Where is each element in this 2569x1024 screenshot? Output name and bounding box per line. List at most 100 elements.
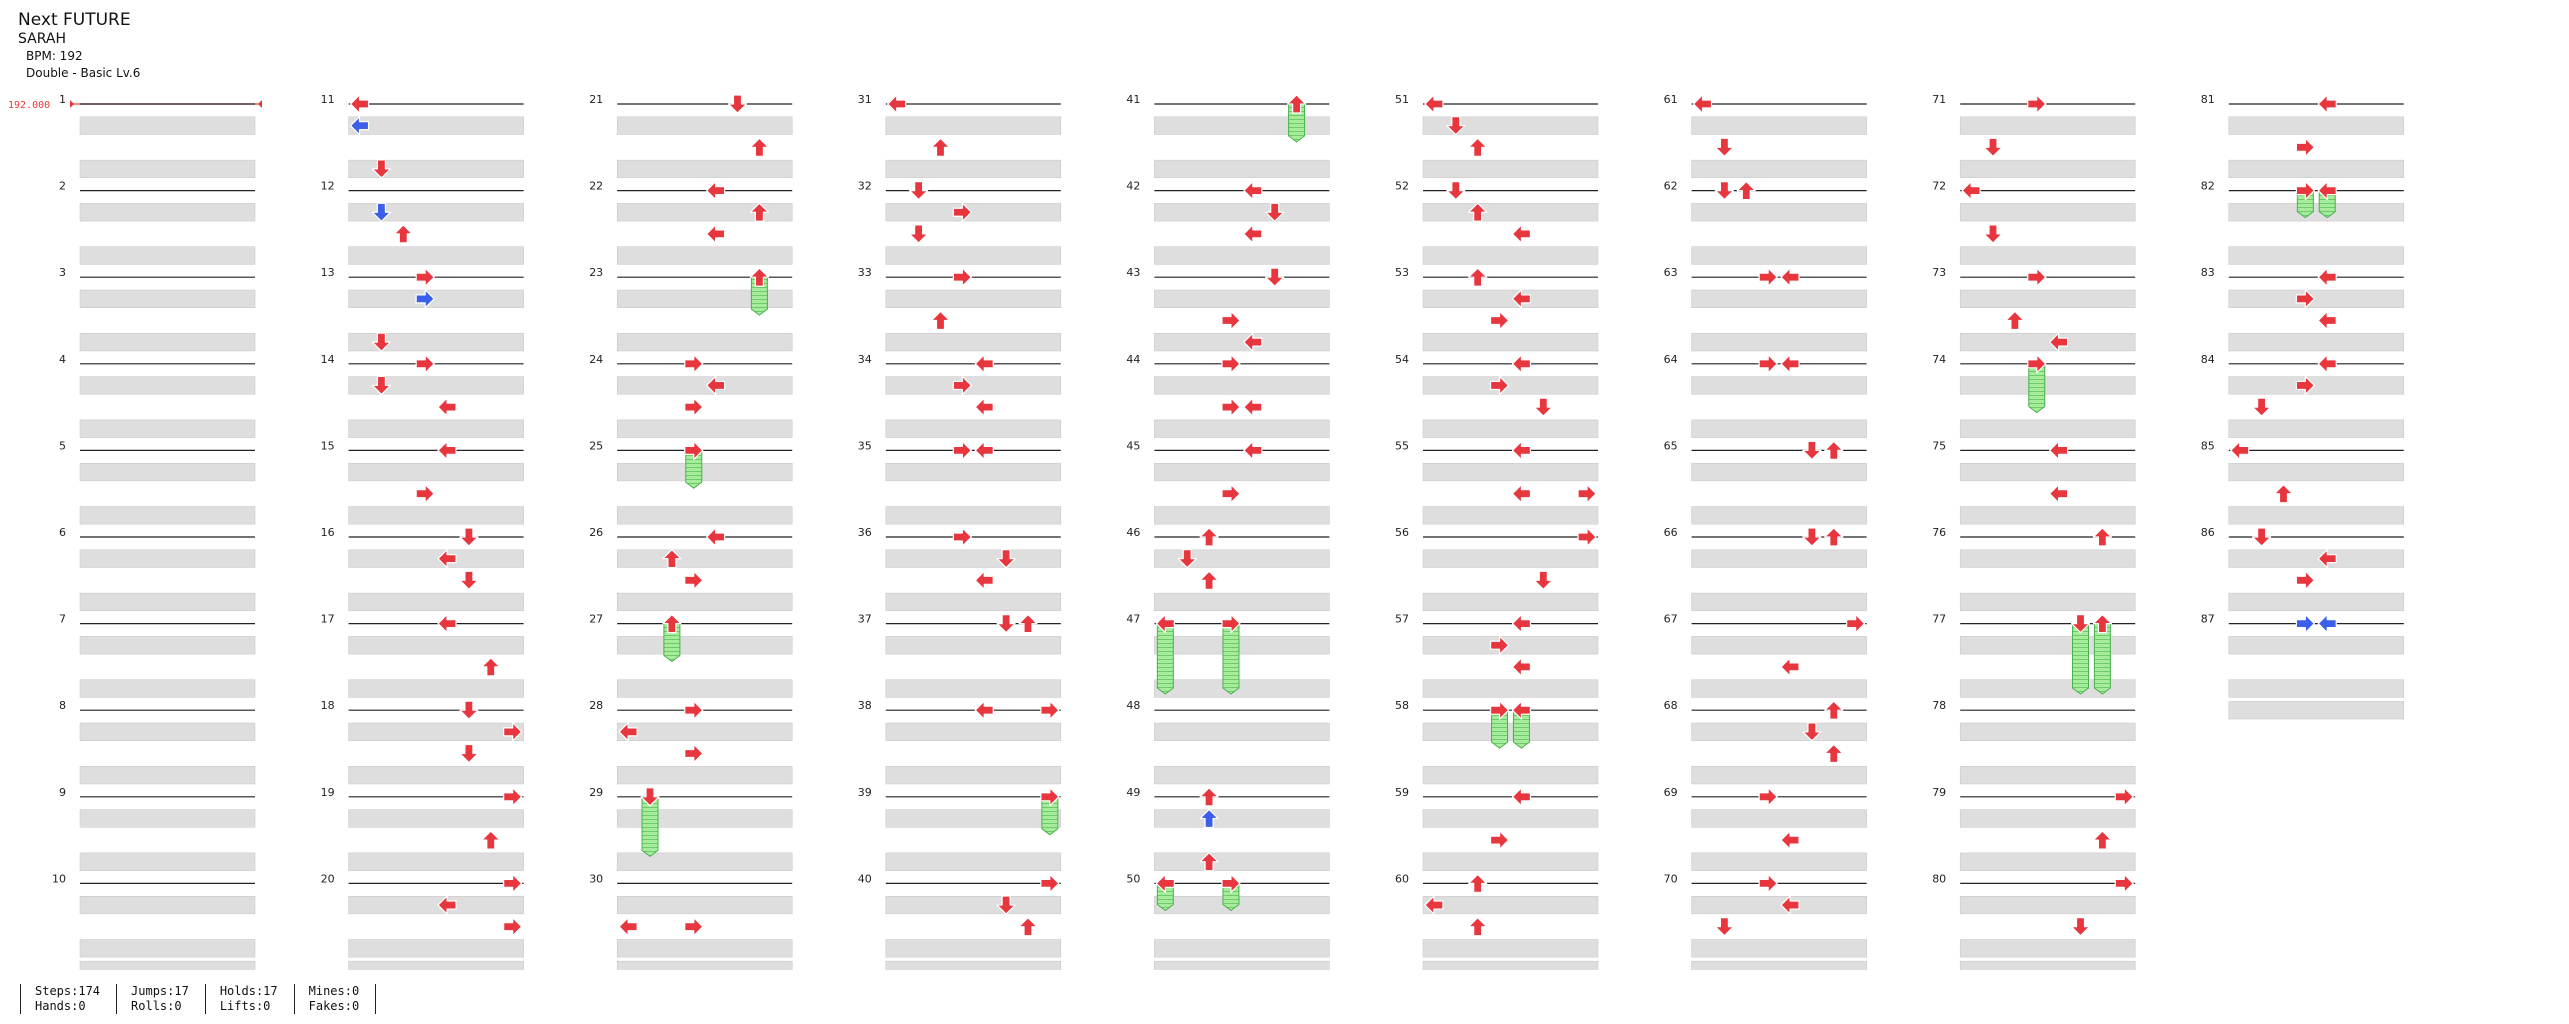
measure: 66: [1664, 526, 1867, 612]
beat-row-shade: [1422, 960, 1599, 970]
beat-row-blank: [1154, 658, 1330, 676]
arrow-shape: [2114, 787, 2134, 807]
arrow-right-icon: [684, 440, 704, 460]
measure-number: 47: [1126, 613, 1140, 626]
stat-holds: Holds:17: [219, 984, 278, 998]
arrow-shape: [1758, 354, 1778, 374]
beat-row-blank: [1691, 398, 1867, 416]
arrow-shape: [2252, 397, 2272, 417]
measure-number: 3: [59, 266, 66, 279]
arrow-up-icon: [749, 202, 769, 222]
beat-row-shade: [616, 333, 793, 352]
beat-row-shade: [1959, 722, 2136, 741]
arrow-left-icon: [974, 570, 994, 590]
beat-row-shade: [616, 960, 793, 970]
arrow-up-icon: [1736, 181, 1756, 201]
measure: 7: [59, 613, 256, 698]
arrow-right-icon: [2295, 613, 2315, 634]
beat-row-blank: [617, 571, 793, 590]
arrow-down-icon: [1446, 116, 1466, 136]
beat-row-shade: [1691, 809, 1867, 828]
song-header: Next FUTURE SARAH BPM: 192 Double - Basi…: [18, 10, 140, 82]
arrow-right-icon: [684, 570, 704, 590]
arrow-shape: [996, 549, 1016, 569]
measure-number: 28: [589, 699, 603, 712]
beat-row-shade: [1691, 679, 1867, 698]
beat-row-shade: [1154, 939, 1330, 958]
measure: 23: [589, 266, 793, 352]
arrow-shape: [2273, 484, 2294, 504]
arrow-right-icon: [2027, 354, 2047, 374]
beat-row-blank: [80, 484, 255, 503]
measure: 36: [858, 526, 1062, 612]
arrow-right-icon: [1758, 267, 1778, 287]
arrow-shape: [459, 700, 479, 720]
arrow-shape: [684, 917, 704, 937]
measure-number: 86: [2201, 526, 2215, 539]
arrow-down-icon: [371, 202, 392, 222]
measure-number: 16: [321, 526, 335, 539]
arrow-down-icon: [1265, 267, 1285, 287]
measure-number: 70: [1664, 872, 1678, 885]
beat-row-blank: [348, 831, 524, 849]
arrow-right-icon: [415, 289, 435, 309]
beat-row-shade: [1691, 159, 1867, 179]
beat-row-shade: [2228, 116, 2405, 135]
measure: 48: [1126, 699, 1330, 785]
arrow-left-icon: [2049, 484, 2069, 504]
arrow-shape: [1468, 873, 1488, 894]
arrow-shape: [1533, 397, 1553, 417]
measure: 72: [1932, 180, 2136, 265]
beat-row-shade: [79, 679, 256, 698]
beat-row-shade: [79, 333, 256, 352]
arrow-shape: [1780, 657, 1800, 677]
arrow-shape: [1177, 549, 1197, 569]
beat-row-shade: [885, 722, 1062, 741]
beat-row-shade: [1959, 852, 2136, 871]
measure-number: 25: [589, 439, 603, 452]
measure-number: 67: [1664, 613, 1678, 626]
arrow-shape: [1243, 181, 1263, 201]
arrow-right-icon: [952, 202, 972, 222]
measure-number: 58: [1395, 699, 1409, 712]
stat-group-jumps: Jumps:17 Rolls:0: [116, 984, 205, 1014]
arrow-shape: [437, 895, 457, 915]
arrow-shape: [2027, 354, 2047, 374]
beat-row-blank: [1154, 138, 1330, 157]
arrow-shape: [727, 94, 748, 114]
arrow-shape: [1511, 613, 1532, 634]
arrow-down-icon: [2252, 397, 2272, 417]
beat-row-shade: [348, 462, 524, 482]
arrow-shape: [1468, 267, 1488, 287]
arrow-shape: [2295, 289, 2315, 309]
arrow-left-icon: [974, 700, 994, 720]
arrow-left-icon: [1243, 440, 1263, 460]
arrow-left-icon: [437, 397, 457, 417]
arrow-shape: [618, 917, 638, 937]
arrow-right-icon: [1577, 527, 1597, 547]
beat-row-blank: [1423, 484, 1598, 503]
measure: 35: [858, 439, 1062, 525]
beat-row-shade: [1422, 289, 1599, 308]
measure: 10: [52, 872, 256, 958]
measure: 16: [321, 526, 524, 612]
arrow-shape: [1489, 830, 1510, 850]
beat-row-blank: [617, 744, 793, 763]
measure: 18: [321, 699, 524, 785]
arrow-shape: [1511, 657, 1532, 677]
beat-row-shade: [348, 419, 524, 438]
beat-row-shade: [616, 722, 793, 741]
arrow-shape: [1018, 613, 1038, 634]
arrow-left-icon: [2230, 440, 2250, 460]
arrow-left-icon: [1511, 657, 1532, 677]
beat-row-shade: [616, 636, 793, 655]
arrow-shape: [1983, 224, 2003, 244]
bpm-start-tick: [70, 100, 74, 108]
arrow-down-icon: [727, 94, 748, 114]
beat-row-shade: [616, 939, 793, 958]
arrow-left-icon: [618, 917, 638, 937]
measure-number: 24: [589, 353, 603, 366]
beat-row-shade: [348, 506, 524, 525]
arrow-shape: [415, 484, 435, 504]
beat-row-shade: [1422, 419, 1599, 438]
